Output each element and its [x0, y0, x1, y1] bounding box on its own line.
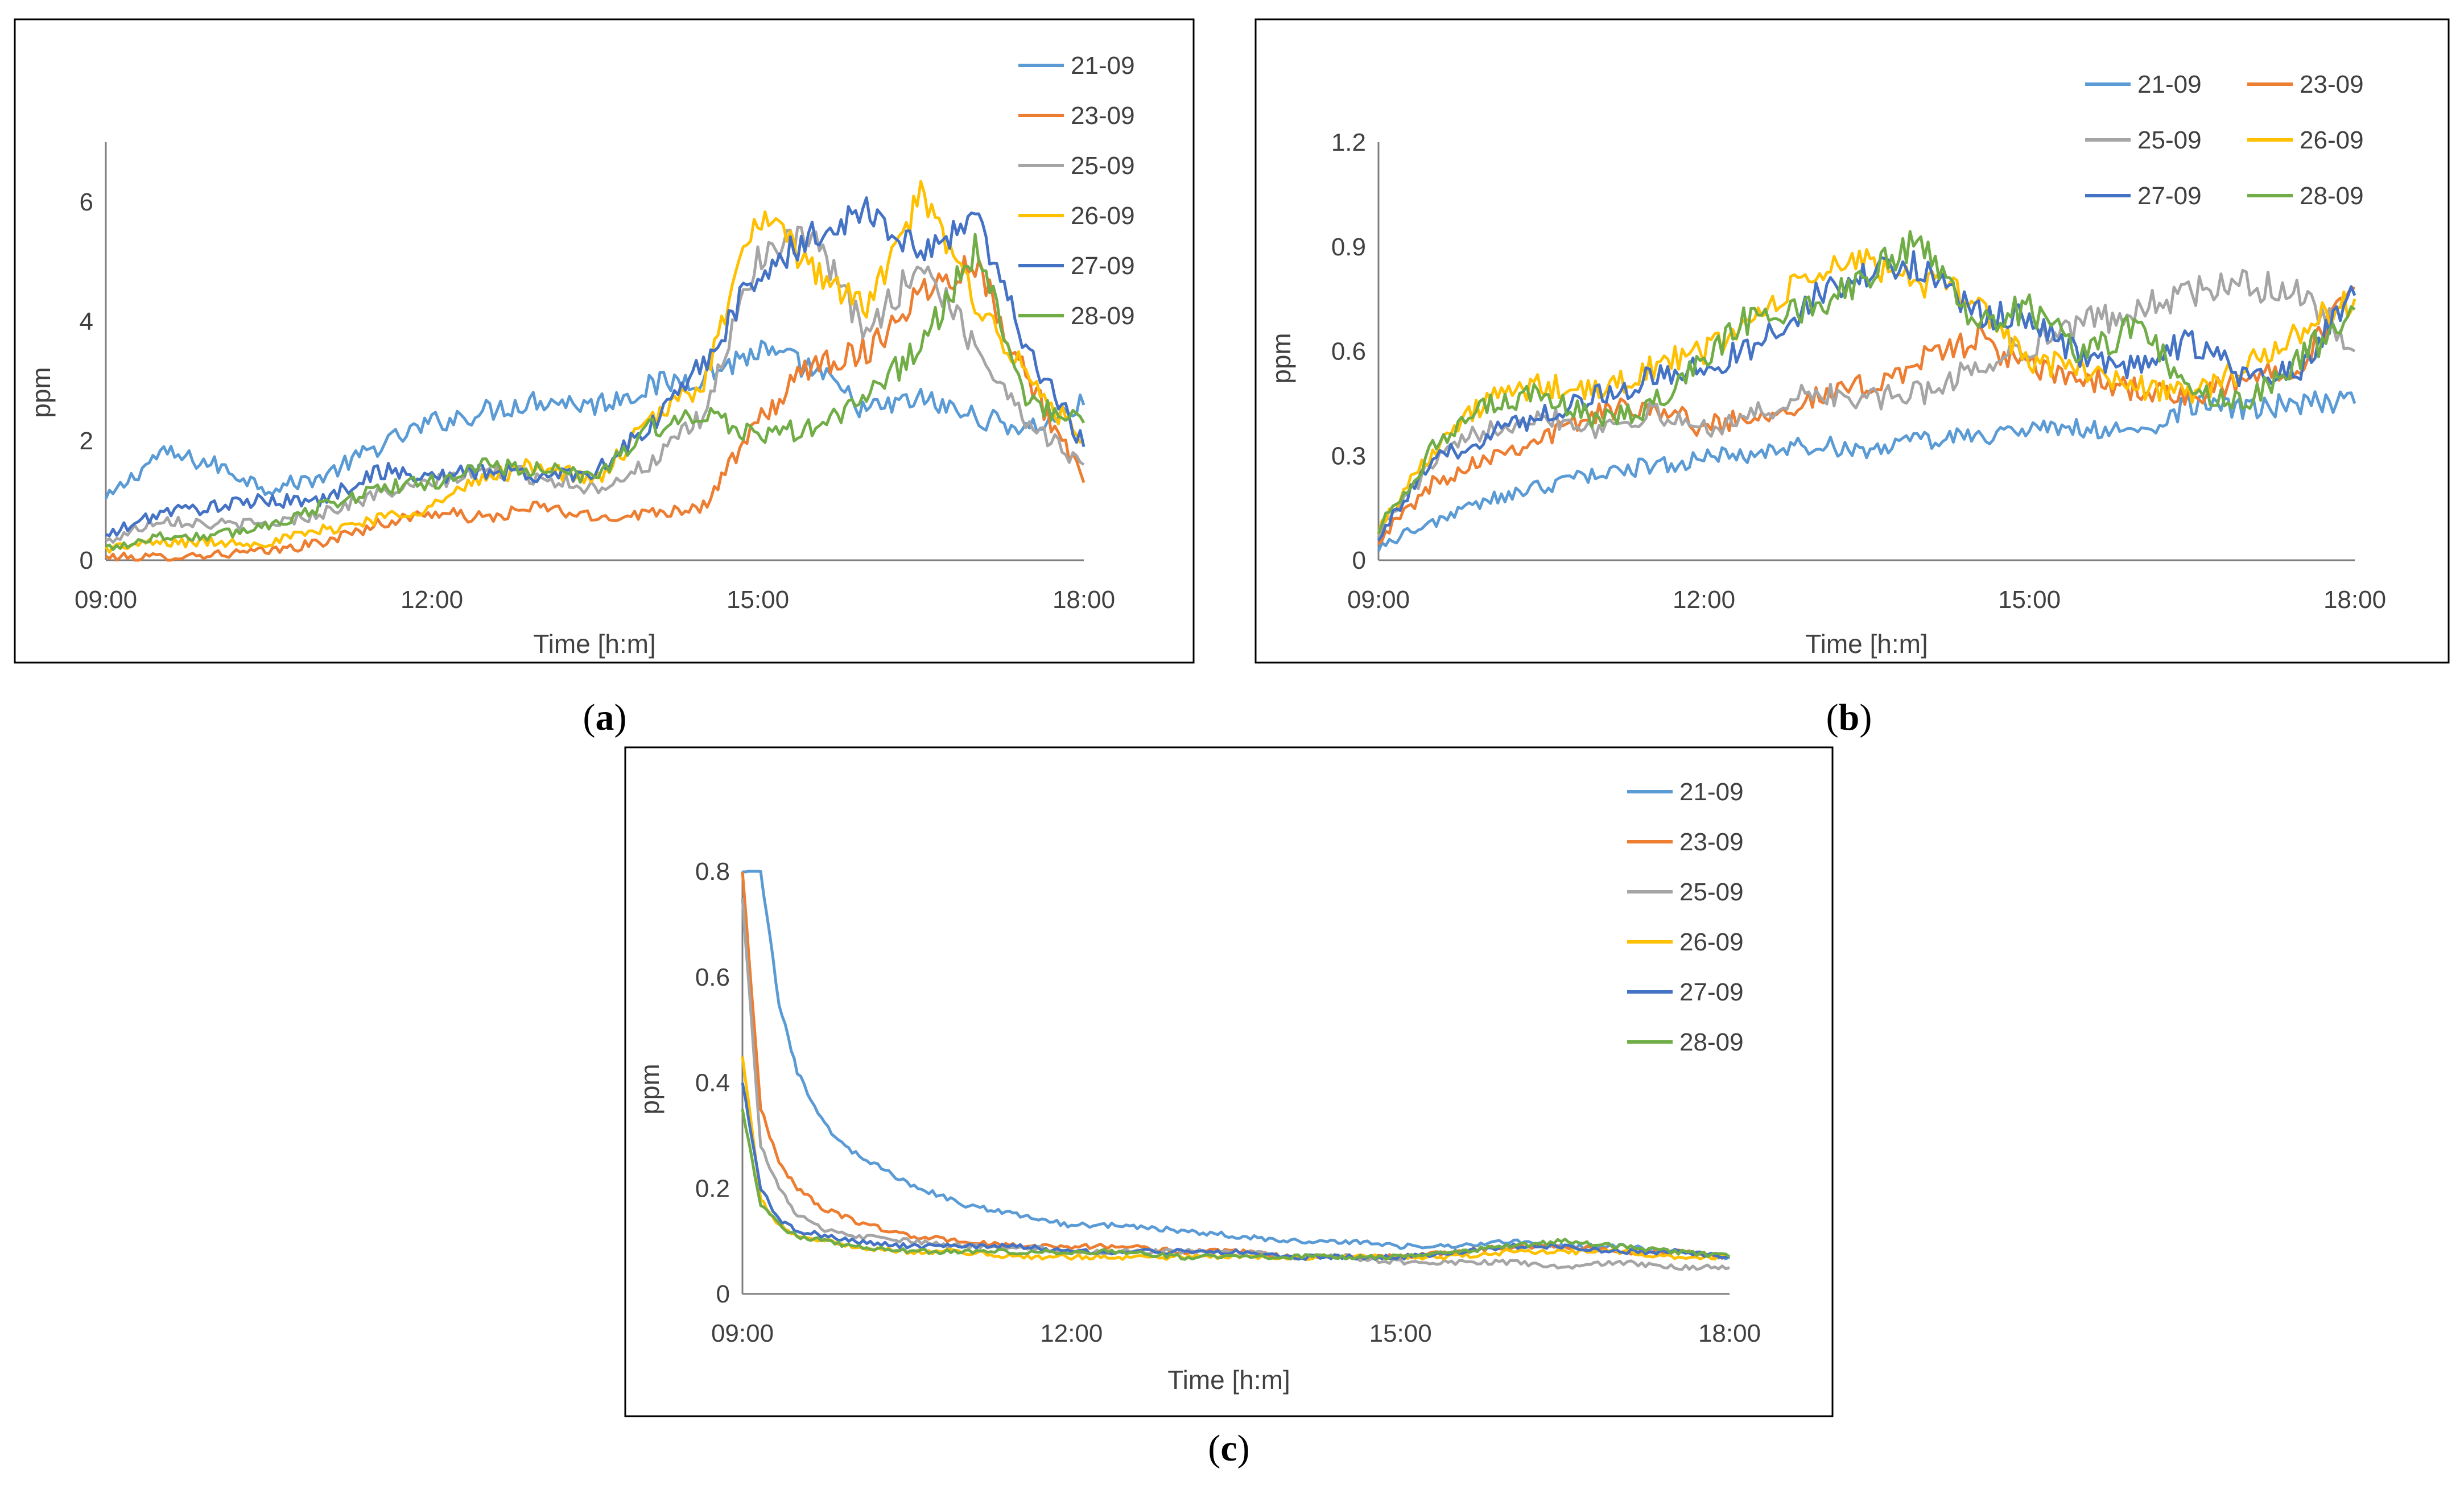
series-line-23-09	[105, 255, 1086, 562]
y-tick-label: 0.8	[695, 858, 730, 886]
x-tick-label: 15:00	[1998, 586, 2061, 614]
charts-group: 0 2 4 6 09:00 12:00 15:00 18:00 ppm Time [h:m] 21-…	[14, 18, 2450, 1469]
y-tick-label: 0	[1352, 547, 1366, 574]
x-axis-label: Time [h:m]	[1805, 629, 1928, 659]
x-tick-label: 15:00	[1369, 1320, 1432, 1347]
chart-a: 0 2 4 6 09:00 12:00 15:00 18:00 ppm Time [h:m] 21-…	[14, 18, 1195, 738]
y-axis-label: ppm	[635, 1064, 665, 1114]
y-tick-label: 6	[80, 188, 93, 216]
x-axis-label: Time [h:m]	[533, 629, 656, 659]
y-tick-label: 0.4	[695, 1069, 730, 1097]
x-tick-label: 09:00	[711, 1320, 774, 1347]
legend-entry-27-09: 27-09	[2137, 182, 2202, 210]
chart-b: 0 0.3 0.6 0.9 1.2 09:00 12:00 15:00 18:00 ppm Time…	[1254, 18, 2450, 738]
legend-entry-28-09: 28-09	[1071, 302, 1135, 330]
y-tick-label: 0.6	[695, 963, 730, 991]
x-tick-label: 15:00	[727, 586, 789, 614]
x-tick-label: 12:00	[401, 586, 463, 614]
panel-letter: b	[1839, 697, 1860, 738]
chart-c: 0 0.2 0.4 0.6 0.8 09:00 12:00 15:00 18:00 ppm Time…	[624, 746, 1834, 1469]
legend-entry-27-09: 27-09	[1679, 978, 1744, 1006]
legend-entry-28-09: 28-09	[1679, 1028, 1744, 1056]
x-tick-label: 09:00	[75, 586, 137, 614]
panel-label: (a)	[583, 697, 627, 738]
panel-paren-close: )	[1237, 1428, 1250, 1469]
legend-entry-26-09: 26-09	[1071, 202, 1135, 230]
panel-paren-open: (	[1208, 1428, 1220, 1469]
x-tick-label: 09:00	[1347, 586, 1410, 614]
legend-entry-28-09: 28-09	[2300, 182, 2364, 210]
x-axis-label: Time [h:m]	[1167, 1365, 1290, 1395]
legend-entry-27-09: 27-09	[1071, 252, 1135, 280]
series-line-27-09	[741, 1082, 1730, 1261]
series-line-25-09	[741, 897, 1730, 1271]
legend-entry-21-09: 21-09	[1679, 778, 1744, 806]
chart-frame	[1254, 18, 2450, 664]
y-tick-label: 0	[80, 547, 93, 574]
y-axis-label: ppm	[1266, 333, 1296, 383]
y-tick-label: 0.3	[1331, 442, 1366, 470]
legend-entry-26-09: 26-09	[2300, 126, 2364, 154]
y-tick-label: 2	[80, 427, 93, 455]
series-line-26-09	[1377, 248, 2356, 535]
y-tick-label: 0.6	[1331, 338, 1366, 366]
x-tick-label: 18:00	[1698, 1320, 1761, 1347]
legend-entry-21-09: 21-09	[1071, 52, 1135, 80]
y-tick-label: 0.2	[695, 1174, 730, 1202]
legend-entry-23-09: 23-09	[1679, 828, 1744, 856]
panel-paren-close: )	[614, 697, 627, 738]
panel-letter: c	[1220, 1428, 1237, 1469]
panel-paren-open: (	[1826, 697, 1839, 738]
panel-letter: a	[596, 697, 614, 738]
y-axis-label: ppm	[26, 367, 56, 417]
panel-label: (c)	[1208, 1428, 1249, 1469]
y-tick-label: 0	[716, 1280, 730, 1308]
y-tick-label: 0.9	[1331, 233, 1366, 261]
panel-paren-close: )	[1859, 697, 1872, 738]
y-tick-label: 1.2	[1331, 129, 1366, 156]
series-line-27-09	[1377, 250, 2356, 541]
legend-entry-21-09: 21-09	[2137, 71, 2202, 98]
chart-frame	[624, 746, 1834, 1417]
legend-entry-25-09: 25-09	[1679, 878, 1744, 906]
x-tick-label: 12:00	[1673, 586, 1735, 614]
legend-entry-25-09: 25-09	[1071, 152, 1135, 180]
series-line-21-09	[1377, 390, 2356, 552]
series-line-28-09	[105, 233, 1086, 551]
series-line-28-09	[741, 1109, 1731, 1261]
x-tick-label: 18:00	[2323, 586, 2386, 614]
series-line-21-09	[104, 340, 1086, 499]
y-tick-label: 4	[80, 308, 93, 336]
legend-entry-23-09: 23-09	[2300, 71, 2364, 98]
series-line-28-09	[1377, 230, 2356, 535]
panel-paren-open: (	[583, 697, 596, 738]
legend-entry-26-09: 26-09	[1679, 928, 1744, 956]
legend-entry-23-09: 23-09	[1071, 102, 1135, 130]
legend-entry-25-09: 25-09	[2137, 126, 2202, 154]
panel-label: (b)	[1826, 697, 1872, 738]
x-tick-label: 18:00	[1053, 586, 1115, 614]
chart-frame	[14, 18, 1195, 664]
x-tick-label: 12:00	[1040, 1320, 1103, 1347]
